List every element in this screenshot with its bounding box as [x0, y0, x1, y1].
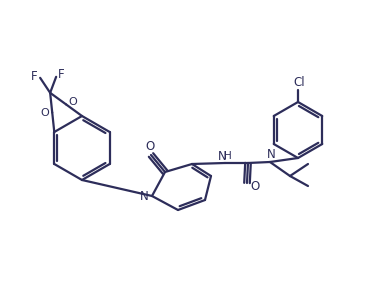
Text: N: N: [218, 150, 226, 163]
Text: F: F: [58, 68, 64, 81]
Text: O: O: [69, 97, 77, 107]
Text: O: O: [41, 108, 50, 118]
Text: Cl: Cl: [293, 76, 305, 88]
Text: H: H: [224, 151, 232, 161]
Text: N: N: [267, 148, 275, 161]
Text: O: O: [145, 141, 154, 153]
Text: N: N: [140, 191, 148, 203]
Text: F: F: [31, 70, 37, 83]
Text: O: O: [250, 181, 260, 193]
